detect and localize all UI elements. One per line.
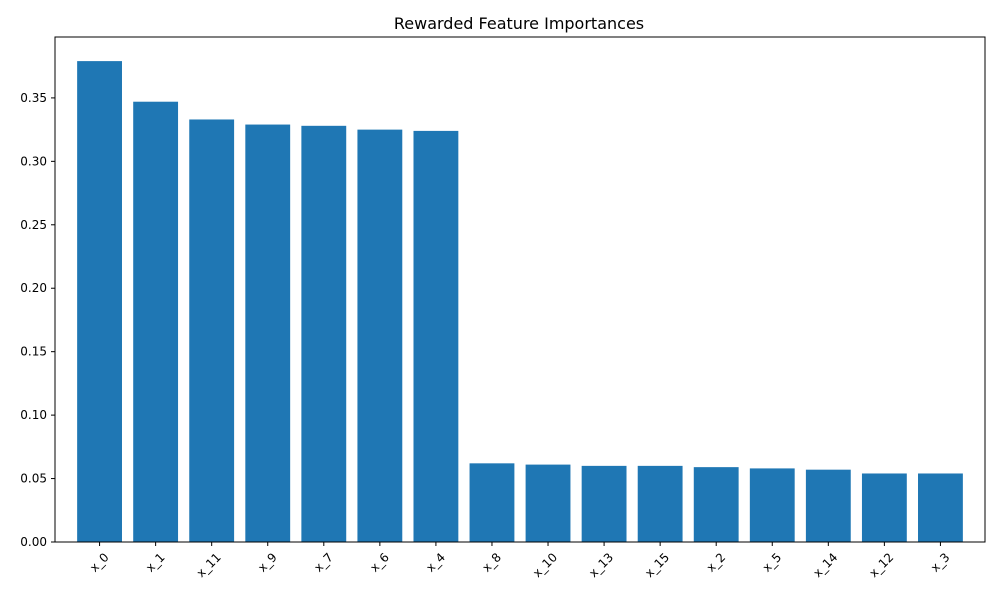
bar-x_9 [245,124,291,542]
y-tick-label: 0.25 [20,218,47,232]
x-tick-label: x_4 [423,550,448,575]
x-axis: x_0 x_1 x_11 x_9 x_7 x_6 x_4 x_8 x_10 x_13 x_15 x_2… [87,542,952,580]
bar-x_15 [637,465,683,542]
y-axis: 0.00 0.05 0.10 0.15 0.20 0.25 0.30 0.35 [20,91,55,549]
y-tick-label: 0.30 [20,154,47,168]
y-tick-label: 0.00 [20,535,47,549]
bar-x_11 [189,119,235,542]
y-tick-label: 0.10 [20,408,47,422]
bar-x_7 [301,125,347,542]
y-tick-label: 0.35 [20,91,47,105]
bar-x_0 [77,61,122,543]
bar-x_5 [749,468,795,542]
bars-group [77,61,963,543]
bar-x_1 [133,101,179,542]
bar-x_2 [693,467,739,542]
bar-x_13 [581,465,627,542]
x-tick-label: x_10 [530,550,560,580]
x-tick-label: x_5 [760,550,785,575]
x-tick-label: x_6 [367,550,392,575]
bar-x_8 [469,463,515,542]
bar-x_10 [525,464,571,542]
x-tick-label: x_14 [810,550,840,580]
bar-x_4 [413,130,459,542]
x-tick-label: x_13 [586,550,616,580]
x-tick-label: x_8 [479,550,504,575]
bar-x_12 [861,473,907,542]
bar-x_14 [805,469,851,542]
x-tick-label: x_2 [704,550,729,575]
y-tick-label: 0.05 [20,472,47,486]
x-tick-label: x_9 [255,550,280,575]
x-tick-label: x_15 [642,550,672,580]
x-tick-label: x_11 [194,550,224,580]
chart-title: Rewarded Feature Importances [394,14,644,33]
bar-x_3 [918,473,963,542]
x-tick-label: x_12 [866,550,896,580]
plot-frame [54,36,986,543]
x-tick-label: x_0 [87,550,112,575]
x-tick-label: x_7 [311,550,336,575]
bar-x_6 [357,129,403,543]
y-tick-label: 0.20 [20,281,47,295]
x-tick-label: x_1 [143,550,168,575]
x-tick-label: x_3 [928,550,953,575]
y-tick-label: 0.15 [20,345,47,359]
